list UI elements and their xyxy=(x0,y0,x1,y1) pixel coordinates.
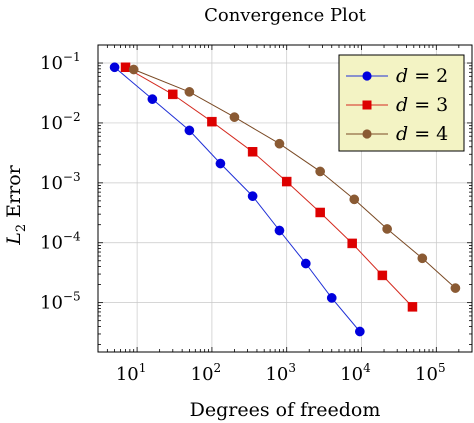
legend-marker xyxy=(362,71,372,81)
x-tick-label-base: 10 xyxy=(265,364,288,385)
legend-label: d = 4 xyxy=(396,123,448,145)
y-tick-label-exp: −2 xyxy=(63,110,81,124)
y-tick-label: 10−4 xyxy=(40,230,81,254)
data-point xyxy=(247,147,258,157)
data-point xyxy=(347,238,357,249)
legend-label-rest: = 2 xyxy=(408,65,448,87)
y-tick-label-base: 10 xyxy=(40,173,63,194)
y-axis-label-sub: 2 xyxy=(14,224,29,232)
legend-box xyxy=(338,54,465,152)
data-point xyxy=(184,87,195,97)
ticks xyxy=(97,44,473,352)
data-point xyxy=(109,62,120,73)
chart-title: Convergence Plot xyxy=(204,5,367,26)
x-tick-label-base: 10 xyxy=(415,364,438,385)
x-tick-label: 104 xyxy=(340,361,371,385)
data-point xyxy=(349,194,360,205)
y-tick-label-base: 10 xyxy=(40,293,63,314)
x-tick-label: 101 xyxy=(116,361,147,385)
data-point xyxy=(184,125,195,136)
data-point xyxy=(247,191,258,201)
series-line-1 xyxy=(114,66,361,332)
y-tick-label-base: 10 xyxy=(40,113,63,134)
data-point xyxy=(274,138,285,149)
data-point xyxy=(147,94,158,104)
x-tick-label: 102 xyxy=(191,361,222,385)
legend-label-var: d xyxy=(396,94,408,116)
y-tick-label-base: 10 xyxy=(40,53,63,74)
data-point xyxy=(450,283,461,293)
y-axis-label-rest: Error xyxy=(3,164,25,217)
data-point xyxy=(382,224,392,234)
data-point xyxy=(281,176,292,187)
y-axis-label: L2 Error xyxy=(3,164,29,245)
data-point xyxy=(407,302,418,312)
y-tick-label: 10−3 xyxy=(40,170,81,194)
legend-label: d = 2 xyxy=(396,65,448,87)
y-tick-labels: 10−110−210−310−410−5 xyxy=(40,50,81,314)
data-point xyxy=(128,64,139,75)
data-point xyxy=(215,158,226,169)
legend-marker xyxy=(362,100,372,110)
plot-frame xyxy=(97,44,473,353)
legend-label-var: d xyxy=(396,65,408,87)
x-tick-label-exp: 3 xyxy=(288,361,296,375)
data-point xyxy=(120,62,131,73)
x-axis-label: Degrees of freedom xyxy=(190,399,381,421)
legend-marker xyxy=(362,129,372,139)
x-tick-label-exp: 5 xyxy=(438,361,446,375)
legend-label-rest: = 4 xyxy=(408,123,448,145)
data-point xyxy=(300,258,311,269)
y-tick-label: 10−1 xyxy=(40,50,81,74)
x-tick-label-exp: 4 xyxy=(363,361,371,375)
x-tick-label-base: 10 xyxy=(116,364,139,385)
y-tick-label-exp: −4 xyxy=(63,230,81,244)
data-point xyxy=(326,293,337,303)
data-point xyxy=(315,166,326,177)
legend-label-var: d xyxy=(396,123,408,145)
x-tick-label: 105 xyxy=(415,361,446,385)
x-tick-label-base: 10 xyxy=(191,364,214,385)
data-point xyxy=(354,326,365,337)
y-tick-label: 10−5 xyxy=(40,290,81,314)
data-point xyxy=(274,225,285,236)
legend-label-rest: = 3 xyxy=(408,94,448,116)
y-axis-label-base: L xyxy=(3,232,25,246)
x-tick-label: 103 xyxy=(265,361,296,385)
y-tick-label-exp: −3 xyxy=(63,170,81,184)
y-tick-label-exp: −1 xyxy=(63,50,81,64)
data-point xyxy=(377,270,388,281)
legend: d = 2d = 3d = 4 xyxy=(338,54,465,152)
series-markers xyxy=(109,62,461,337)
y-tick-label-base: 10 xyxy=(40,233,63,254)
data-point xyxy=(168,89,178,100)
data-point xyxy=(207,116,217,127)
x-tick-label-base: 10 xyxy=(340,364,363,385)
x-tick-label-exp: 1 xyxy=(139,361,147,375)
y-tick-label-exp: −5 xyxy=(63,290,81,304)
data-point xyxy=(315,207,325,218)
data-point xyxy=(417,253,428,264)
x-tick-labels: 101 102 103 104 105 xyxy=(116,361,446,385)
x-tick-label-exp: 2 xyxy=(214,361,222,375)
legend-label: d = 3 xyxy=(396,94,448,116)
y-tick-label: 10−2 xyxy=(40,110,81,134)
data-point xyxy=(229,112,240,122)
